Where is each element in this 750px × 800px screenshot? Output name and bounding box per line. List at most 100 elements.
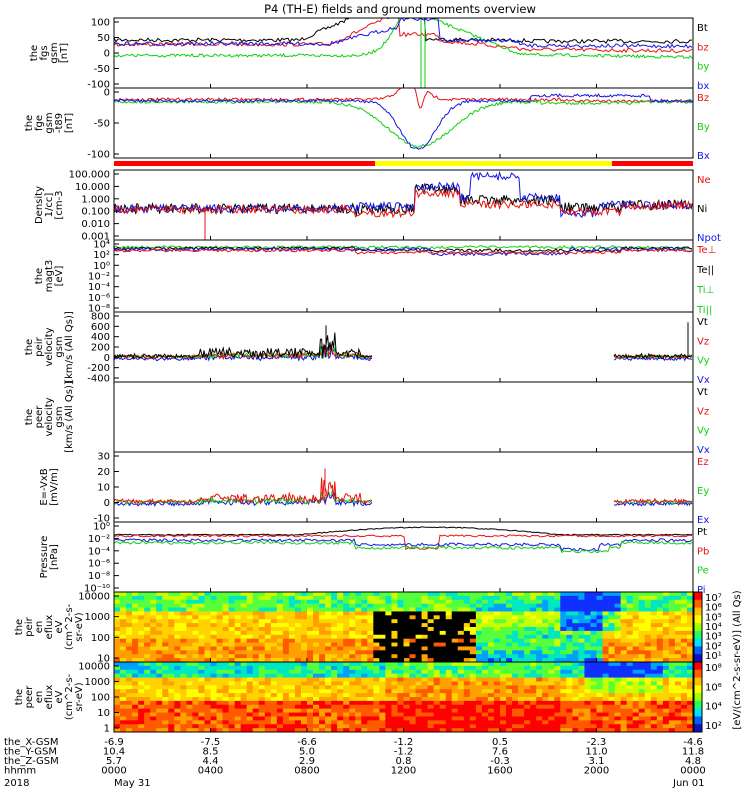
spec-cell — [457, 700, 465, 706]
spec-cell — [566, 720, 573, 725]
spec-cell — [150, 728, 157, 732]
spec-cell — [415, 595, 423, 601]
spec-cell — [391, 716, 399, 721]
spec-cell — [451, 700, 459, 706]
spec-cell — [421, 673, 429, 679]
spec-cell — [216, 677, 224, 683]
spec-cell — [674, 665, 682, 671]
spec-cell — [349, 724, 356, 729]
spec-cell — [282, 595, 290, 601]
spec-cell — [524, 650, 531, 655]
spec-cell — [264, 712, 272, 718]
spec-cell — [518, 634, 525, 640]
spec-cell — [415, 689, 423, 694]
ylabel-line: [km/s (All Qs)] — [64, 381, 75, 453]
spec-cell — [138, 638, 145, 644]
spec-cell — [228, 677, 236, 683]
spec-cell — [680, 697, 688, 702]
spec-cell — [325, 595, 332, 601]
spec-cell — [126, 712, 133, 718]
spec-cell — [120, 607, 127, 613]
spec-cell — [560, 708, 567, 714]
spec-cell — [343, 724, 350, 729]
spec-cell — [512, 677, 519, 683]
spec-cell — [120, 627, 127, 632]
spec-cell — [258, 599, 266, 605]
spec-cell — [246, 619, 254, 624]
spec-cell — [674, 681, 682, 686]
spec-cell — [270, 716, 278, 721]
spec-cell — [560, 704, 567, 710]
spec-cell — [596, 611, 604, 616]
spec-cell — [475, 630, 483, 636]
spec-cell — [590, 704, 598, 710]
colorbar-swatch — [694, 700, 702, 710]
spec-cell — [644, 728, 652, 732]
spec-cell — [234, 697, 242, 702]
spec-cell — [439, 611, 447, 616]
spec-cell — [379, 669, 387, 675]
spec-cell — [481, 650, 489, 655]
plot-area — [114, 244, 693, 257]
spec-cell — [512, 615, 519, 620]
colorbar-tick: 10⁷ — [705, 593, 722, 604]
spec-cell — [337, 716, 344, 721]
spec-cell — [566, 630, 573, 636]
spec-cell — [650, 697, 658, 702]
spec-cell — [367, 607, 374, 613]
spec-cell — [162, 716, 169, 721]
spec-cell — [421, 634, 429, 640]
spec-cell — [463, 646, 471, 651]
spec-cell — [493, 654, 501, 659]
spec-cell — [524, 728, 531, 732]
spec-cell — [506, 646, 513, 651]
spec-cell — [114, 716, 121, 721]
spec-cell — [409, 677, 417, 683]
spec-cell — [518, 630, 525, 636]
spec-cell — [162, 673, 169, 679]
spec-cell — [331, 619, 338, 624]
spec-cell — [620, 728, 628, 732]
spec-cell — [174, 630, 181, 636]
ytick-label: 400 — [91, 332, 110, 343]
spec-cell — [325, 708, 332, 714]
spec-cell — [530, 619, 537, 624]
spec-cell — [294, 634, 302, 640]
spec-cell — [373, 599, 380, 605]
spec-cell — [367, 619, 374, 624]
spec-cell — [439, 599, 447, 605]
ytick-label: 100 — [91, 18, 110, 29]
spec-cell — [530, 673, 537, 679]
spec-cell — [445, 708, 453, 714]
spec-cell — [319, 708, 326, 714]
ytick-label: 10⁴ — [93, 240, 110, 251]
spec-cell — [222, 615, 230, 620]
spec-cell — [542, 712, 549, 718]
spec-cell — [680, 634, 688, 640]
spec-cell — [487, 724, 495, 729]
spec-cell — [536, 677, 543, 683]
spec-cell — [325, 599, 332, 605]
spec-cell — [626, 611, 634, 616]
spec-cell — [439, 630, 447, 636]
spec-cell — [650, 681, 658, 686]
spec-cell — [415, 720, 423, 725]
spec-cell — [246, 642, 254, 648]
spec-cell — [487, 638, 495, 644]
spec-cell — [548, 595, 555, 601]
spec-cell — [463, 689, 471, 694]
spec-cell — [481, 693, 489, 698]
spec-cell — [421, 689, 429, 694]
spec-cell — [367, 665, 374, 671]
spec-cell — [258, 615, 266, 620]
spec-cell — [144, 689, 151, 694]
spec-cell — [668, 724, 676, 729]
spec-cell — [373, 642, 380, 648]
spec-cell — [319, 685, 326, 690]
spec-cell — [626, 704, 634, 710]
spec-cell — [379, 665, 387, 671]
spec-cell — [234, 607, 242, 613]
spec-cell — [144, 728, 151, 732]
spec-cell — [337, 677, 344, 683]
spec-cell — [566, 689, 573, 694]
